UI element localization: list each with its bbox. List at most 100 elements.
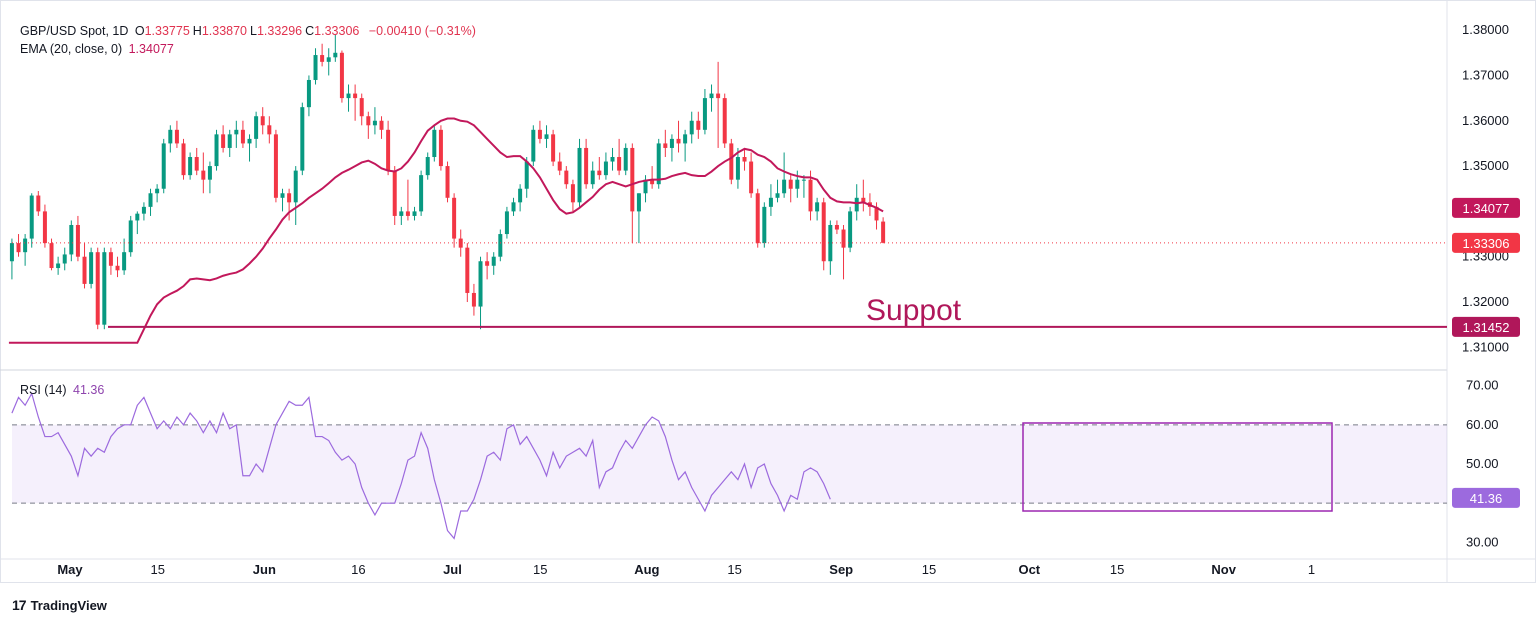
candle (841, 224, 846, 280)
candle (676, 120, 681, 153)
candle-body (551, 134, 556, 162)
candle-body (148, 193, 153, 207)
candle-body (181, 143, 186, 176)
candle-body (273, 134, 278, 198)
candle (735, 147, 740, 189)
candle-body (788, 179, 793, 189)
candle (346, 84, 351, 112)
candle-body (834, 224, 839, 230)
candle-body (227, 134, 232, 148)
candle-body (848, 211, 853, 248)
price-legend: GBP/USD Spot, 1D O1.33775 H1.33870 L1.3329… (20, 24, 479, 38)
candle-body (841, 229, 846, 248)
candle (821, 197, 826, 271)
support-annotation: Suppot (866, 294, 962, 327)
candle-body (346, 93, 351, 99)
price-tick-label: 1.32000 (1462, 294, 1509, 309)
candle-body (643, 179, 648, 194)
support-price-badge: 1.31452 (1463, 320, 1510, 335)
candle (544, 125, 549, 148)
candle-body (62, 254, 67, 264)
candle-body (861, 197, 866, 203)
candle-body (584, 147, 589, 185)
candle (412, 206, 417, 221)
candle-body (254, 116, 259, 139)
candle (287, 188, 292, 221)
candle (419, 170, 424, 216)
candle (260, 107, 265, 135)
candle (29, 193, 34, 248)
ema-line (8, 117, 884, 344)
candle (168, 125, 173, 153)
candle-body (194, 157, 199, 171)
candle-body (115, 265, 120, 271)
candle-body (174, 129, 179, 144)
candle (379, 116, 384, 139)
candle (161, 138, 166, 194)
candle-body (610, 157, 615, 162)
candle-body (570, 184, 575, 203)
candle (603, 152, 608, 180)
candle-body (326, 57, 331, 62)
candle (663, 129, 668, 158)
candle (834, 220, 839, 235)
candle (828, 220, 833, 275)
candle (122, 238, 127, 275)
candle-body (399, 211, 404, 216)
candle-body (247, 138, 252, 144)
axes-layer: 1.380001.370001.360001.350001.340001.330… (57, 22, 1520, 577)
candle (537, 120, 542, 144)
candle-body (537, 129, 542, 139)
candle (95, 247, 100, 330)
candle-body (240, 129, 245, 144)
candle (808, 170, 813, 221)
overlay-layer: Suppot (8, 117, 1447, 540)
candle (49, 238, 54, 271)
candle-body (854, 197, 859, 212)
candle (353, 84, 358, 121)
ohlc-values: O1.33775 H1.33870 L1.33296 C1.33306 (135, 24, 363, 38)
candle (656, 138, 661, 189)
candle (102, 247, 107, 330)
candle (861, 179, 866, 212)
candle (36, 191, 41, 216)
price-tick-label: 1.35000 (1462, 158, 1509, 173)
candle-body (359, 98, 364, 117)
candle (333, 34, 338, 62)
candle (181, 138, 186, 180)
candle-body (29, 195, 34, 239)
candle (590, 161, 595, 189)
candle-body (630, 147, 635, 212)
candle (16, 234, 21, 257)
time-tick-label: 15 (151, 562, 165, 577)
candle-body (425, 157, 430, 176)
candle-body (201, 170, 206, 180)
candle (115, 256, 120, 278)
candle-body (333, 52, 338, 58)
candle (155, 184, 160, 203)
candle-body (735, 157, 740, 180)
candle (768, 184, 773, 216)
candle (174, 120, 179, 148)
candle-body (663, 143, 668, 148)
candle (504, 206, 509, 239)
rsi-value-badge: 41.36 (1470, 491, 1503, 506)
candle (128, 215, 133, 257)
tradingview-brand[interactable]: 17 TradingView (12, 597, 107, 613)
candle-body (557, 161, 562, 171)
candle (498, 229, 503, 262)
candle (557, 152, 562, 176)
change-value: −0.00410 (−0.31%) (368, 24, 476, 38)
candle (815, 197, 820, 221)
candle-body (69, 224, 74, 255)
candle-body (801, 179, 806, 181)
price-tick-label: 1.31000 (1462, 339, 1509, 354)
candle-body (82, 256, 87, 284)
candle (669, 134, 674, 162)
candle (313, 48, 318, 85)
candle-body (603, 161, 608, 176)
candle (359, 93, 364, 126)
candle-body (881, 221, 886, 243)
candle (848, 206, 853, 253)
